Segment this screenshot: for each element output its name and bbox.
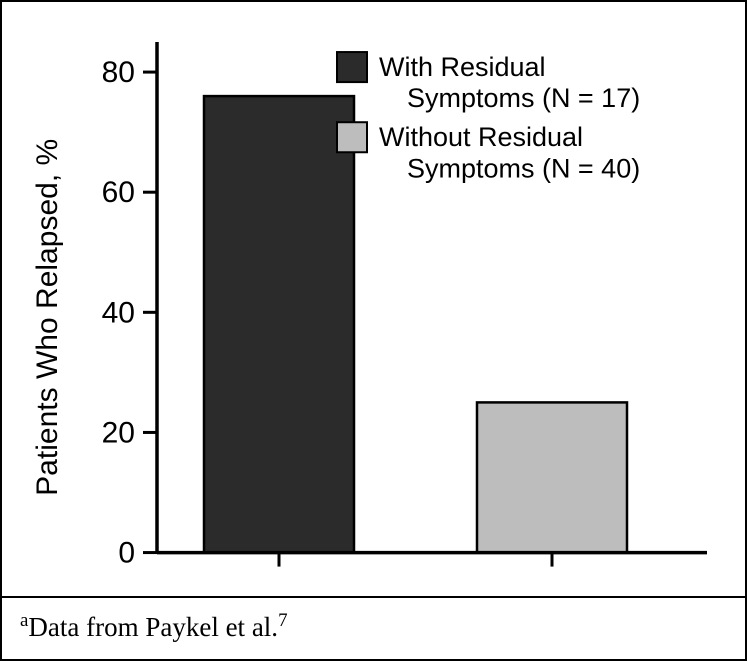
footnote-text: Data from Paykel et al.: [28, 612, 278, 642]
y-axis-label: Patients Who Relapsed, %: [31, 139, 64, 496]
y-tick-label: 40: [102, 296, 135, 329]
legend-swatch: [337, 52, 367, 82]
footnote-ref: 7: [278, 610, 287, 631]
bar: [477, 402, 627, 552]
legend-swatch: [337, 122, 367, 152]
legend-label-line1: With Residual: [379, 52, 545, 82]
bar: [204, 96, 354, 552]
legend-label-line2: Symptoms (N = 17): [407, 83, 640, 113]
y-tick-label: 80: [102, 56, 135, 89]
legend-label-line1: Without Residual: [379, 122, 583, 152]
chart-area: 0 20 40 60 80 Patients Who Relapsed, % With …: [2, 2, 745, 596]
y-tick-label: 0: [118, 537, 135, 570]
figure-frame: 0 20 40 60 80 Patients Who Relapsed, % With …: [0, 0, 747, 661]
legend-label-line2: Symptoms (N = 40): [407, 153, 640, 183]
y-tick-label: 60: [102, 176, 135, 209]
bar-chart: 0 20 40 60 80 Patients Who Relapsed, % With …: [2, 2, 745, 596]
footnote: aData from Paykel et al.7: [2, 596, 745, 659]
y-tick-label: 20: [102, 416, 135, 449]
